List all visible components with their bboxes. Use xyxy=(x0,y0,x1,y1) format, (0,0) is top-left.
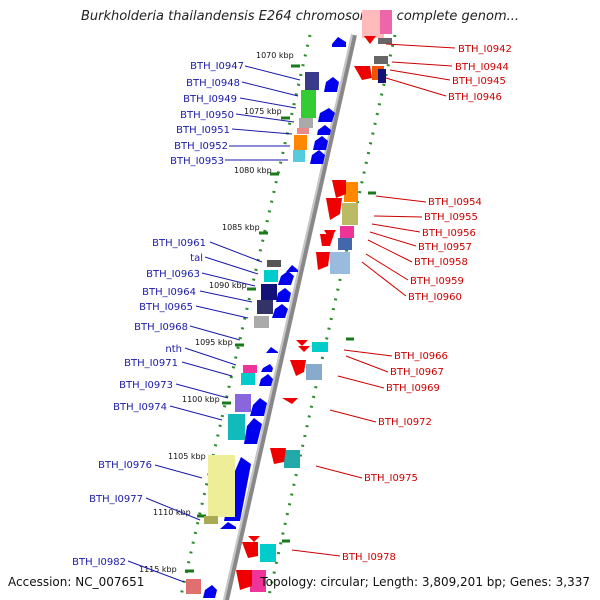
gene-label-left: BTH_I0948 xyxy=(186,78,240,89)
gene-label-left: BTH_I0964 xyxy=(142,287,196,298)
reverse-arrows xyxy=(236,36,376,590)
kbp-label: 1090 kbp xyxy=(209,281,247,290)
gene-label-left: BTH_I0952 xyxy=(174,141,228,152)
gene-label-right: BTH_I0957 xyxy=(418,242,472,253)
gene-label-left: BTH_I0963 xyxy=(146,269,200,280)
kbp-label: 1080 kbp xyxy=(234,166,272,175)
gene-label-right: BTH_I0956 xyxy=(422,228,476,239)
kbp-label: 1105 kbp xyxy=(168,452,206,461)
gene-label-left: BTH_I0965 xyxy=(139,302,193,313)
gene-label-right: BTH_I0972 xyxy=(378,417,432,428)
gene-label-right: BTH_I0955 xyxy=(424,212,478,223)
gene-label-left: BTH_I0977 xyxy=(89,494,143,505)
topology-label: Topology: circular; Length: 3,809,201 bp… xyxy=(260,575,590,589)
reverse-gene-blocks xyxy=(250,10,392,592)
genome-backbone-highlight xyxy=(223,34,353,600)
gene-label-left: BTH_I0947 xyxy=(190,61,244,72)
gene-label-right: BTH_I0954 xyxy=(428,197,482,208)
gene-label-left: BTH_I0953 xyxy=(170,156,224,167)
map-title: Burkholderia thailandensis E264 chromoso… xyxy=(80,9,520,24)
gene-label-left: BTH_I0974 xyxy=(113,402,167,413)
gene-label-right: BTH_I0960 xyxy=(408,292,462,303)
kbp-label: 1070 kbp xyxy=(256,51,294,60)
gene-label-right: BTH_I0944 xyxy=(455,62,509,73)
gene-label-left: BTH_I0973 xyxy=(119,380,173,391)
kbp-label: 1075 kbp xyxy=(244,107,282,116)
kbp-label: 1100 kbp xyxy=(182,395,220,404)
gene-label-left: nth xyxy=(165,344,182,355)
gene-label-left: BTH_I0949 xyxy=(183,94,237,105)
gene-label-right: BTH_I0969 xyxy=(386,383,440,394)
accession-label: Accession: NC_007651 xyxy=(8,575,145,589)
kbp-label: 1085 kbp xyxy=(222,223,260,232)
genome-backbone xyxy=(223,34,357,600)
kbp-label: 1110 kbp xyxy=(153,508,191,517)
right-leaders xyxy=(291,43,456,557)
gene-label-left: BTH_I0971 xyxy=(124,358,178,369)
gene-label-right: BTH_I0975 xyxy=(364,473,418,484)
kbp-label: 1095 kbp xyxy=(195,338,233,347)
gene-label-left: BTH_I0968 xyxy=(134,322,188,333)
gene-label-left: BTH_I0982 xyxy=(72,557,126,568)
left-leaders xyxy=(127,65,301,583)
gene-label-left: BTH_I0950 xyxy=(180,110,234,121)
gene-label-left: tal xyxy=(190,253,203,264)
gene-label-right: BTH_I0966 xyxy=(394,351,448,362)
gene-label-left: BTH_I0976 xyxy=(98,460,152,471)
forward-gene-blocks xyxy=(186,72,319,594)
gene-label-right: BTH_I0945 xyxy=(452,76,506,87)
gene-label-left: BTH_I0961 xyxy=(152,238,206,249)
gene-label-right: BTH_I0967 xyxy=(390,367,444,378)
gene-label-right: BTH_I0942 xyxy=(458,44,512,55)
gene-label-right: BTH_I0978 xyxy=(342,552,396,563)
gene-label-right: BTH_I0946 xyxy=(448,92,502,103)
kbp-label: 1115 kbp xyxy=(139,565,177,574)
gene-label-right: BTH_I0959 xyxy=(410,276,464,287)
gene-label-left: BTH_I0951 xyxy=(176,125,230,136)
gene-label-right: BTH_I0958 xyxy=(414,257,468,268)
